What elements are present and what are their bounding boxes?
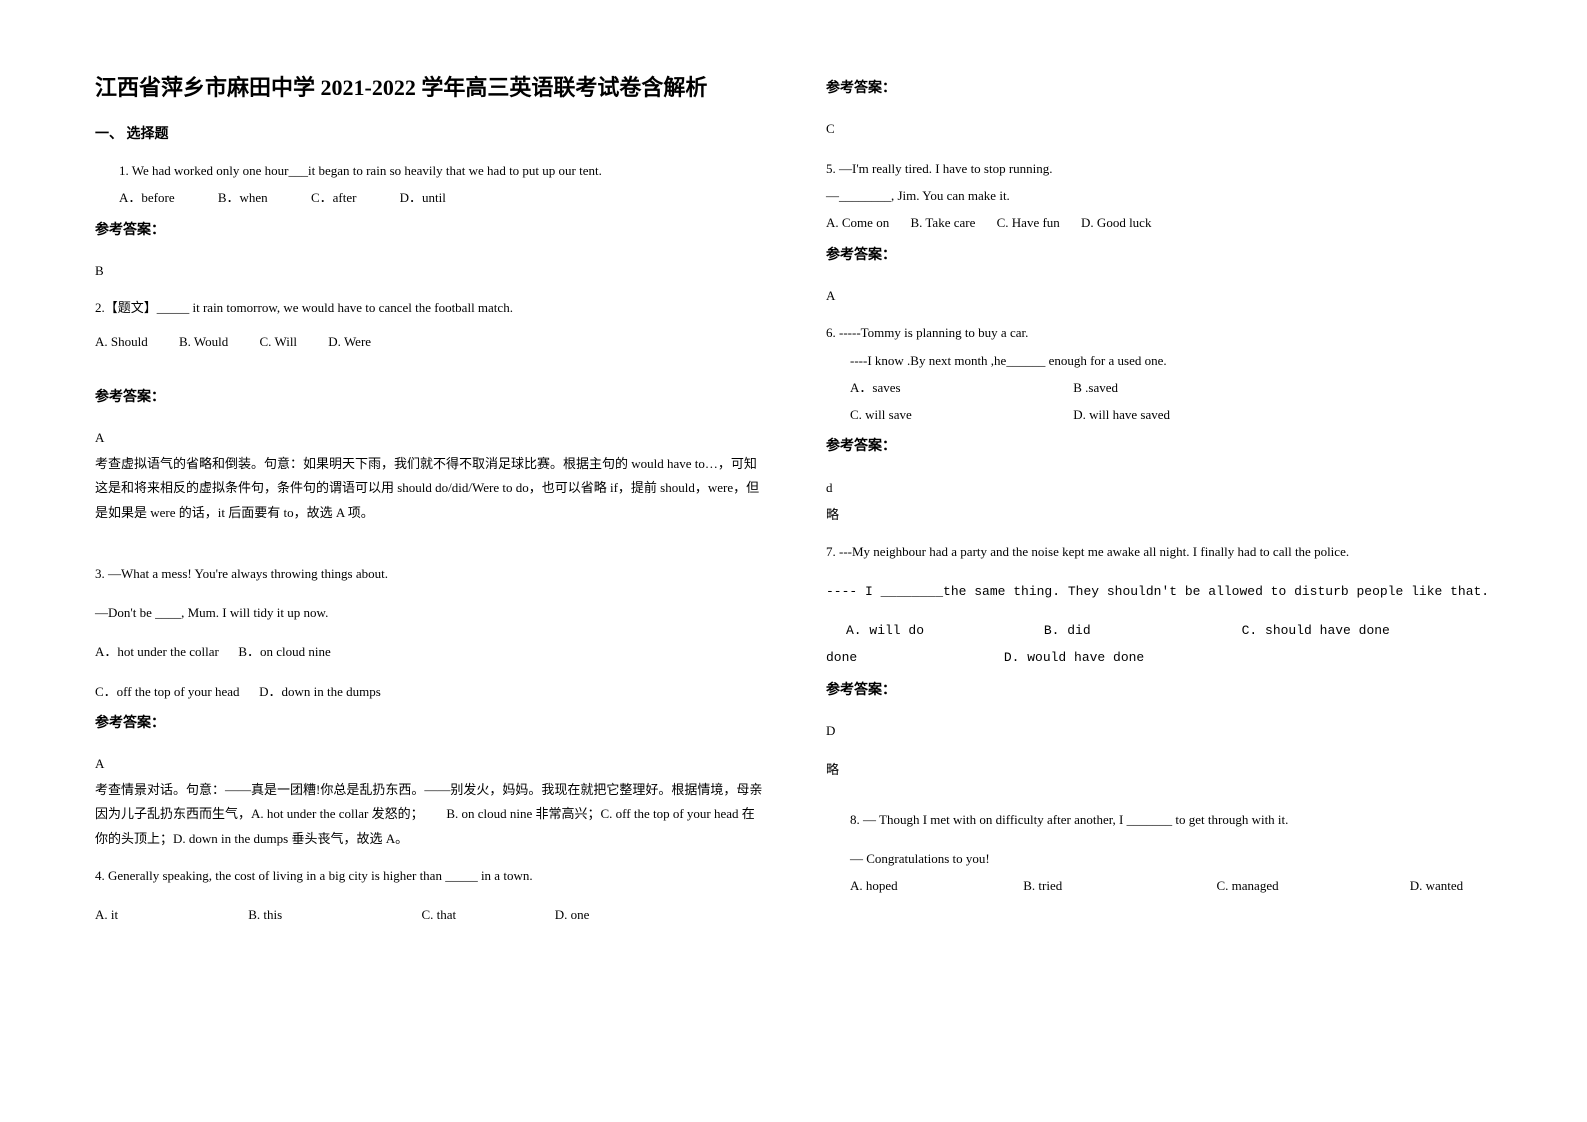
- q3-text: 3. —What a mess! You're always throwing …: [95, 560, 766, 587]
- q8-opt-d: D. wanted: [1410, 878, 1463, 893]
- q7-opt-b: B. did: [1044, 617, 1234, 644]
- q3-answer: A: [95, 750, 766, 777]
- q3-options-2: C．off the top of your head D．down in the…: [95, 678, 766, 705]
- q3-text2: —Don't be ____, Mum. I will tidy it up n…: [95, 599, 766, 626]
- q7-done: done: [826, 644, 996, 671]
- q8-text: 8. — Though I met with on difficulty aft…: [826, 806, 1497, 833]
- q8-opt-c: C. managed: [1217, 872, 1407, 899]
- right-column: 参考答案： C 5. —I'm really tired. I have to …: [826, 70, 1497, 938]
- q1-opt-a: A．before: [119, 184, 175, 211]
- q1-text: 1. We had worked only one hour___it bega…: [95, 157, 766, 184]
- question-7: 7. ---My neighbour had a party and the n…: [826, 538, 1497, 783]
- q4-text: 4. Generally speaking, the cost of livin…: [95, 862, 766, 889]
- section-heading: 一、 选择题: [95, 123, 766, 143]
- q4-answer-label: 参考答案：: [826, 74, 1497, 103]
- q7-extra: 略: [826, 756, 1497, 783]
- q4-opt-b: B. this: [248, 901, 418, 928]
- q1-answer: B: [95, 257, 766, 284]
- question-3: 3. —What a mess! You're always throwing …: [95, 560, 766, 852]
- q2-answer-label: 参考答案：: [95, 383, 766, 412]
- q8-text2: — Congratulations to you!: [826, 845, 1497, 872]
- q6-opt-c: C. will save: [850, 401, 1070, 428]
- left-column: 江西省萍乡市麻田中学 2021-2022 学年高三英语联考试卷含解析 一、 选择…: [95, 70, 766, 938]
- q6-opt-b: B .saved: [1073, 380, 1118, 395]
- q5-opt-c: C. Have fun: [997, 209, 1060, 236]
- q6-answer-label: 参考答案：: [826, 432, 1497, 461]
- q1-opt-d: D．until: [400, 184, 446, 211]
- question-4: 4. Generally speaking, the cost of livin…: [95, 862, 766, 929]
- q3-answer-label: 参考答案：: [95, 709, 766, 738]
- page-container: 江西省萍乡市麻田中学 2021-2022 学年高三英语联考试卷含解析 一、 选择…: [95, 70, 1497, 938]
- q4-opt-a: A. it: [95, 901, 245, 928]
- q6-opt-d: D. will have saved: [1073, 407, 1170, 422]
- q3-opt-c: C．off the top of your head: [95, 684, 240, 699]
- q7-options-2: done D. would have done: [826, 644, 1497, 671]
- q5-answer-label: 参考答案：: [826, 241, 1497, 270]
- q3-opt-b: B．on cloud nine: [238, 644, 330, 659]
- question-5: 5. —I'm really tired. I have to stop run…: [826, 155, 1497, 310]
- q2-opt-d: D. Were: [328, 328, 371, 355]
- document-title: 江西省萍乡市麻田中学 2021-2022 学年高三英语联考试卷含解析: [95, 70, 766, 105]
- q8-opt-a: A. hoped: [850, 872, 1020, 899]
- q2-opt-b: B. Would: [179, 328, 228, 355]
- q4-answer: C: [826, 115, 1497, 142]
- q1-answer-label: 参考答案：: [95, 216, 766, 245]
- q5-text: 5. —I'm really tired. I have to stop run…: [826, 155, 1497, 182]
- q2-text: 2.【题文】_____ it rain tomorrow, we would h…: [95, 294, 766, 321]
- q3-options-1: A．hot under the collar B．on cloud nine: [95, 638, 766, 665]
- q6-text: 6. -----Tommy is planning to buy a car.: [826, 319, 1497, 346]
- q2-explanation: 考查虚拟语气的省略和倒装。句意：如果明天下雨，我们就不得不取消足球比赛。根据主句…: [95, 452, 766, 526]
- q7-opt-c: C. should have done: [1242, 623, 1390, 638]
- q8-options: A. hoped B. tried C. managed D. wanted: [826, 872, 1497, 899]
- q2-answer: A: [95, 424, 766, 451]
- q6-answer: d: [826, 474, 1497, 501]
- q3-explanation: 考查情景对话。句意：——真是一团糟!你总是乱扔东西。——别发火，妈妈。我现在就把…: [95, 778, 766, 852]
- q1-opt-b: B．when: [218, 184, 268, 211]
- q3-opt-d: D．down in the dumps: [259, 684, 381, 699]
- q7-opt-d: D. would have done: [1004, 650, 1144, 665]
- q6-extra: 略: [826, 501, 1497, 528]
- q4-opt-c: C. that: [422, 901, 552, 928]
- q5-text2: —________, Jim. You can make it.: [826, 182, 1497, 209]
- q4-options: A. it B. this C. that D. one: [95, 901, 766, 928]
- q7-answer: D: [826, 717, 1497, 744]
- q7-answer-label: 参考答案：: [826, 676, 1497, 705]
- q2-opt-a: A. Should: [95, 328, 148, 355]
- q6-text2: ----I know .By next month ,he______ enou…: [826, 347, 1497, 374]
- q4-opt-d: D. one: [555, 901, 590, 928]
- q6-options-1: A．saves B .saved: [826, 374, 1497, 401]
- q5-answer: A: [826, 282, 1497, 309]
- q6-options-2: C. will save D. will have saved: [826, 401, 1497, 428]
- q1-options: A．before B．when C．after D．until: [95, 184, 766, 211]
- q3-opt-a: A．hot under the collar: [95, 644, 219, 659]
- question-6: 6. -----Tommy is planning to buy a car. …: [826, 319, 1497, 528]
- question-1: 1. We had worked only one hour___it bega…: [95, 157, 766, 284]
- q5-opt-d: D. Good luck: [1081, 209, 1151, 236]
- q7-text: 7. ---My neighbour had a party and the n…: [826, 538, 1497, 565]
- q5-opt-a: A. Come on: [826, 209, 889, 236]
- question-2: 2.【题文】_____ it rain tomorrow, we would h…: [95, 294, 766, 525]
- q8-opt-b: B. tried: [1023, 872, 1213, 899]
- q7-options: A. will do B. did C. should have done: [826, 617, 1497, 644]
- q1-opt-c: C．after: [311, 184, 356, 211]
- q6-opt-a: A．saves: [850, 374, 1070, 401]
- q7-text2: ---- I ________the same thing. They shou…: [826, 578, 1497, 605]
- q2-options: A. Should B. Would C. Will D. Were: [95, 328, 766, 355]
- q5-opt-b: B. Take care: [910, 209, 975, 236]
- q2-opt-c: C. Will: [260, 328, 298, 355]
- q7-opt-a: A. will do: [846, 617, 1036, 644]
- question-8: 8. — Though I met with on difficulty aft…: [826, 806, 1497, 900]
- q5-options: A. Come on B. Take care C. Have fun D. G…: [826, 209, 1497, 236]
